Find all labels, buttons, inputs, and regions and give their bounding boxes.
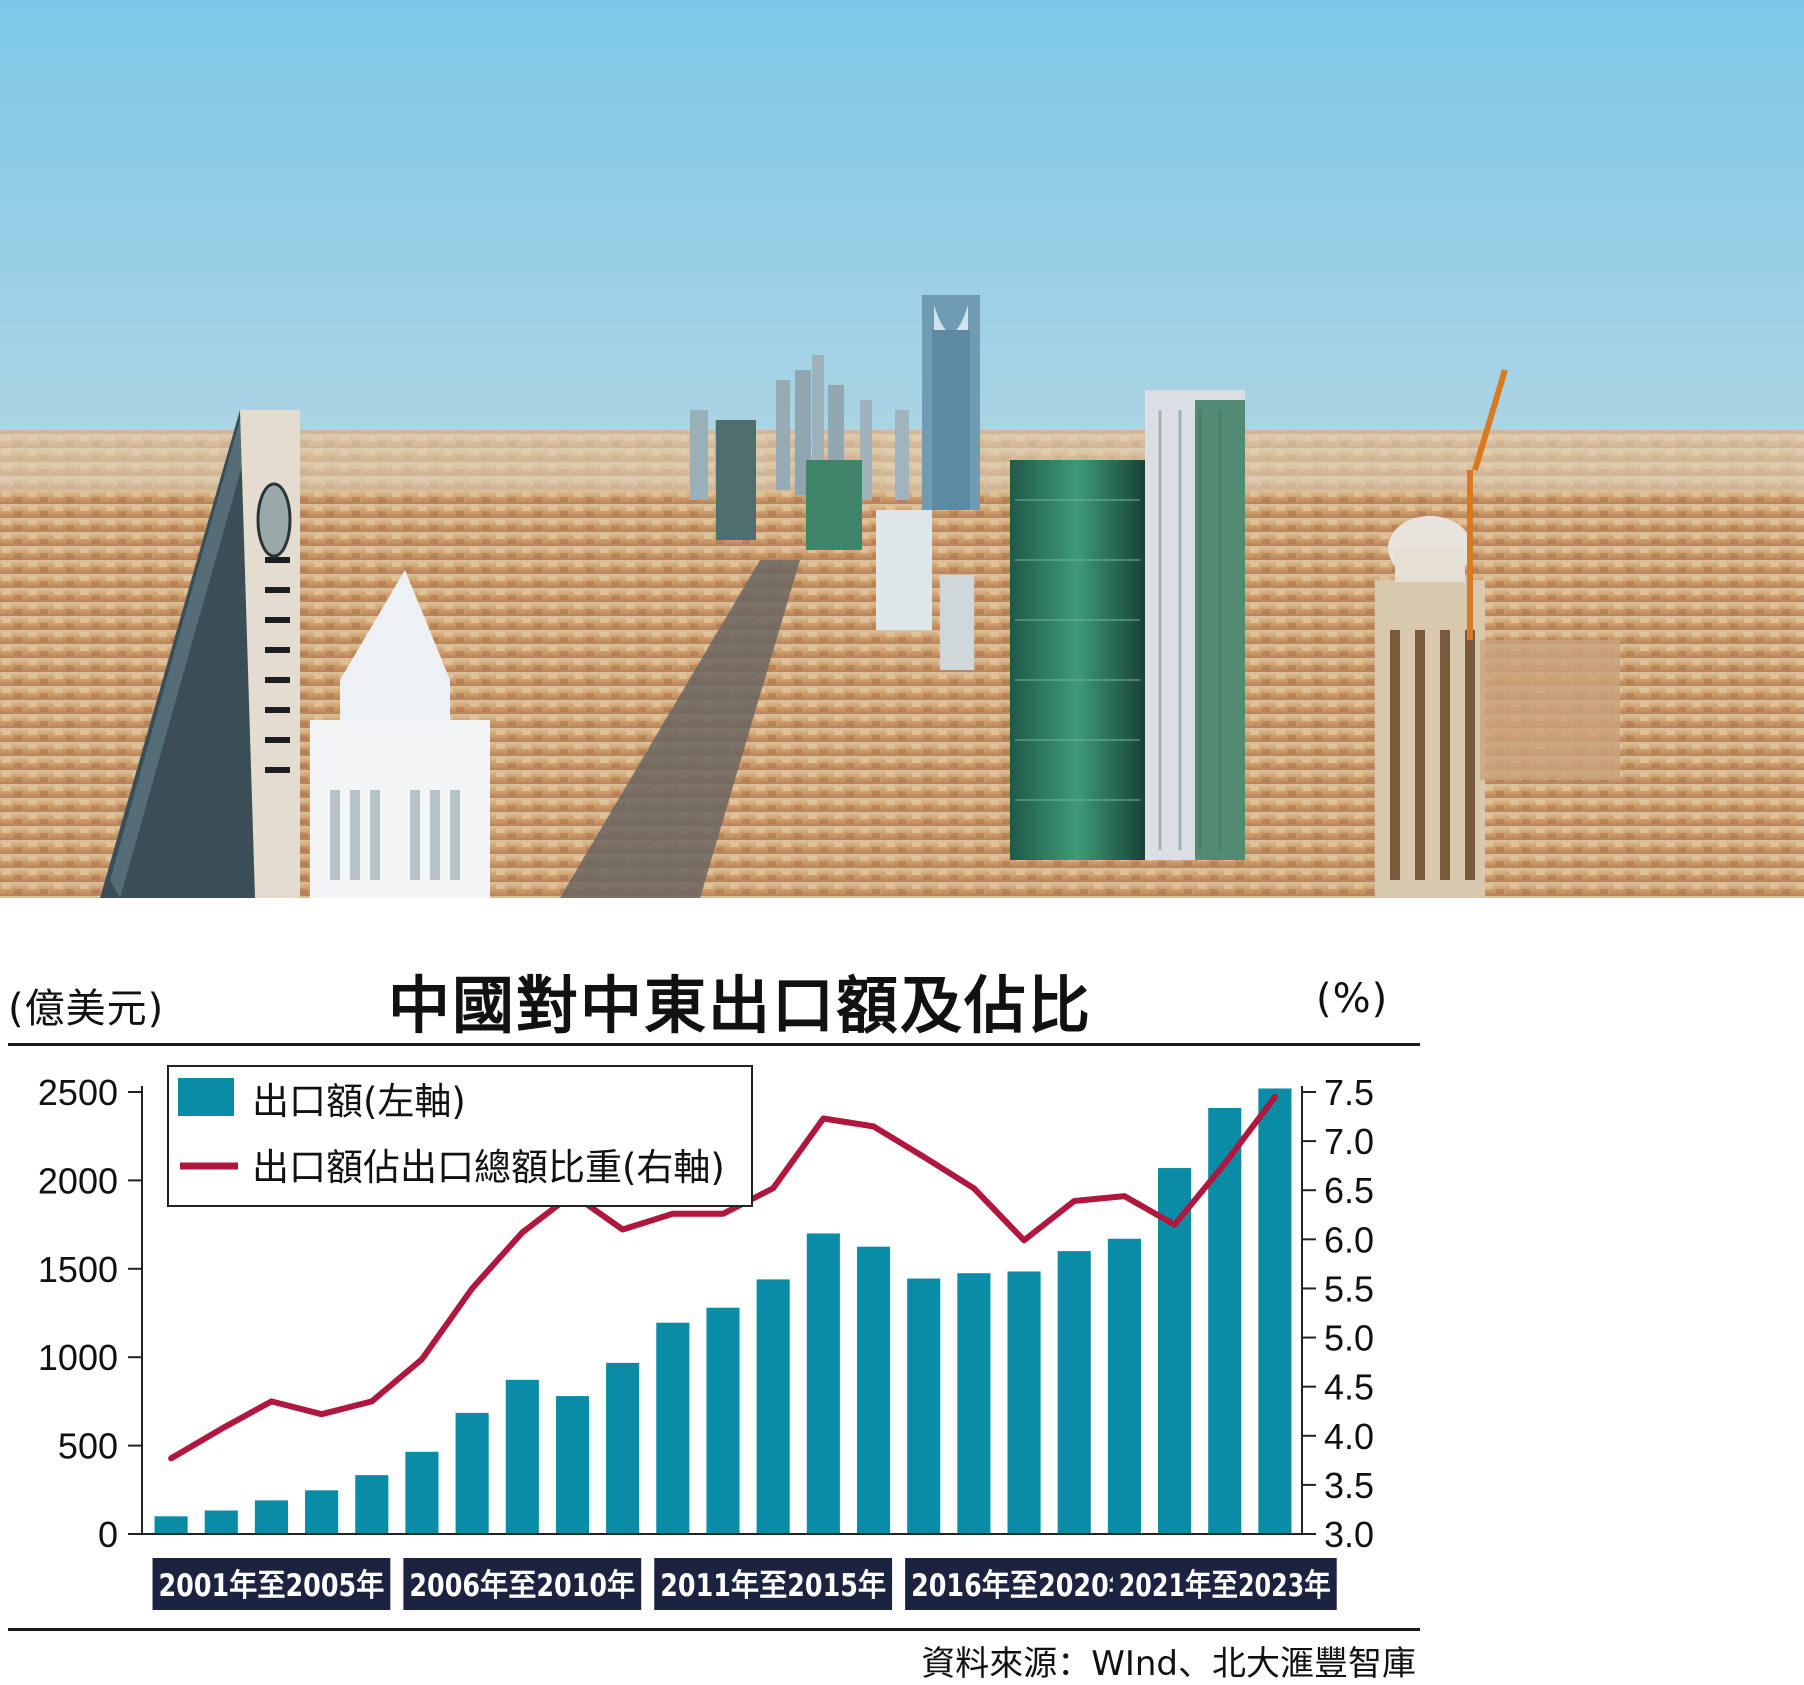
source-note: 資料來源：WInd、北大滙豐智庫	[921, 1644, 1416, 1684]
bar	[656, 1322, 690, 1534]
bar	[856, 1246, 891, 1534]
left-tick-label: 1000	[38, 1337, 118, 1378]
bar	[1158, 1168, 1192, 1534]
category-label-bg	[905, 1558, 1143, 1610]
bar	[907, 1278, 941, 1534]
chart-title: 中國對中東出口額及佔比	[387, 969, 1092, 1042]
right-tick-label: 6.0	[1324, 1219, 1374, 1260]
right-tick-label: 7.0	[1324, 1121, 1374, 1162]
line-series	[168, 1093, 1278, 1462]
legend-line-label: 出口額佔出口總額比重(右軸)	[252, 1146, 725, 1189]
bar	[1258, 1088, 1292, 1534]
right-axis: 3.0 3.5 4.0 4.5 5.0 5.5 6.0 6.5 7.0 7.5	[1301, 1072, 1374, 1555]
category-label-bg	[403, 1558, 642, 1610]
left-tick-label: 1500	[38, 1249, 118, 1290]
right-tick-label: 7.5	[1324, 1072, 1374, 1113]
left-tick-label: 2500	[38, 1072, 118, 1113]
bar-series	[142, 1088, 1302, 1535]
bar	[254, 1500, 288, 1534]
left-axis-unit: (億美元)	[8, 986, 165, 1032]
right-tick-label: 5.5	[1324, 1268, 1374, 1309]
share-line	[168, 1093, 1278, 1462]
bar	[555, 1396, 590, 1534]
bar	[756, 1279, 790, 1534]
left-tick-label: 2000	[38, 1160, 118, 1201]
right-tick-label: 3.0	[1324, 1514, 1374, 1555]
bar	[606, 1362, 640, 1534]
category-labels: 2001年至2005年 2006年至2010年 2011年至2015年 2016年至2…	[152, 1558, 1337, 1610]
category-label-bg	[1112, 1558, 1337, 1610]
bar	[1057, 1251, 1091, 1534]
category-label: 2016年至2020年	[911, 1568, 1137, 1604]
left-axis: 0 500 1000 1500 2000 2500	[38, 1072, 143, 1555]
bar	[806, 1233, 840, 1534]
bar	[305, 1490, 339, 1534]
legend-bar-label: 出口額(左軸)	[252, 1080, 466, 1123]
legend: 出口額(左軸) 出口額佔出口總額比重(右軸)	[167, 1065, 753, 1207]
left-tick-label: 0	[98, 1514, 118, 1555]
bar	[1208, 1107, 1242, 1534]
right-tick-label: 6.5	[1324, 1170, 1374, 1211]
right-tick-label: 5.0	[1324, 1318, 1374, 1359]
category-label-bg	[152, 1558, 391, 1610]
right-tick-label: 3.5	[1324, 1465, 1374, 1506]
skyline-photo	[0, 0, 1804, 898]
bar	[706, 1307, 740, 1534]
category-label: 2001年至2005年	[159, 1568, 385, 1604]
right-tick-label: 4.0	[1324, 1416, 1374, 1457]
bar	[957, 1273, 991, 1534]
legend-bar-swatch	[178, 1078, 234, 1116]
category-label: 2011年至2015年	[660, 1568, 886, 1604]
legend-box	[167, 1065, 753, 1207]
left-tick-label: 500	[58, 1426, 118, 1467]
bar	[154, 1516, 188, 1534]
category-label-bg	[654, 1558, 893, 1610]
category-label: 2021年至2023年	[1119, 1568, 1331, 1604]
bottom-rule	[8, 1628, 1420, 1631]
bar	[1107, 1238, 1141, 1534]
bar	[1007, 1271, 1041, 1534]
bar	[204, 1510, 238, 1534]
bar	[505, 1379, 539, 1534]
right-axis-unit: (%)	[1316, 976, 1389, 1022]
bar	[455, 1412, 489, 1534]
bar	[405, 1451, 439, 1534]
bar	[355, 1475, 389, 1534]
chart: 0 500 1000 1500 2000 2500 3.0 3.5 4.0 4.5 5.0 5.5 6…	[38, 1065, 1374, 1610]
right-tick-label: 4.5	[1324, 1367, 1374, 1408]
category-label: 2006年至2010年	[409, 1568, 635, 1604]
top-rule	[8, 1043, 1420, 1046]
